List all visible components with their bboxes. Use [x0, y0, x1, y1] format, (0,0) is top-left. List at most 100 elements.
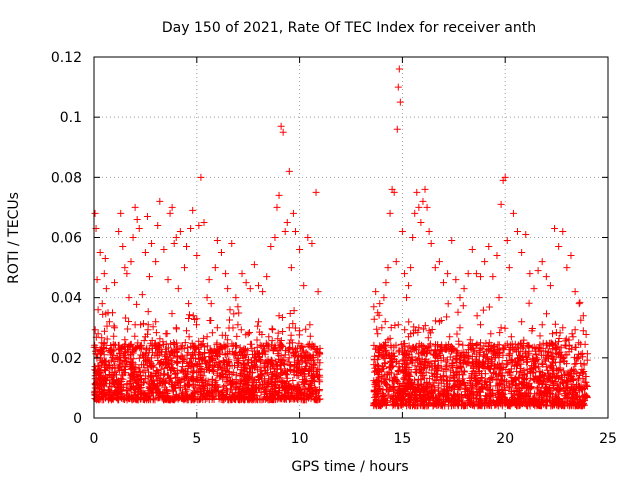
data-point: [384, 336, 392, 344]
data-point: [559, 324, 567, 332]
data-point: [285, 167, 293, 175]
data-point-cluster: [90, 298, 591, 410]
data-point: [193, 252, 201, 260]
data-point: [105, 318, 113, 326]
x-tick-label: 10: [291, 431, 309, 447]
data-point: [380, 294, 388, 302]
data-point: [176, 227, 184, 235]
data-point: [448, 237, 456, 245]
data-point: [573, 354, 581, 362]
data-point: [497, 324, 505, 332]
data-point: [109, 309, 117, 317]
data-point: [94, 306, 102, 314]
data-point: [511, 357, 519, 365]
data-point: [314, 288, 322, 296]
data-point: [405, 333, 413, 341]
x-tick-label: 5: [192, 431, 201, 447]
data-point: [174, 285, 182, 293]
data-point: [131, 321, 139, 329]
data-point: [542, 354, 550, 362]
data-point: [100, 270, 108, 278]
data-point: [435, 258, 443, 266]
data-point: [423, 203, 431, 211]
data-point: [281, 227, 289, 235]
data-point: [563, 264, 571, 272]
data-point: [291, 345, 299, 353]
data-point: [530, 285, 538, 293]
data-point: [501, 173, 509, 181]
data-point: [304, 234, 312, 241]
data-point: [579, 312, 587, 320]
data-point: [238, 270, 246, 278]
data-point: [164, 276, 172, 284]
data-point: [137, 345, 145, 353]
data-point: [213, 324, 221, 332]
x-tick-labels: 0 5 10 15 20 25: [90, 431, 617, 447]
x-tick-label: 20: [496, 431, 514, 447]
data-point: [220, 357, 228, 365]
data-point: [232, 294, 240, 302]
data-point: [372, 288, 380, 296]
data-point: [209, 348, 217, 356]
data-point: [419, 197, 427, 205]
data-point: [477, 321, 485, 329]
data-point: [553, 345, 561, 353]
data-point: [296, 327, 304, 335]
data-point: [152, 318, 160, 326]
data-point: [296, 246, 304, 254]
data-point: [121, 264, 129, 272]
data-point: [228, 240, 236, 248]
data-point: [115, 227, 123, 235]
y-tick-label: 0.12: [51, 50, 82, 66]
data-point: [405, 282, 413, 290]
data-point: [143, 212, 151, 220]
data-point: [398, 227, 406, 235]
data-point: [421, 185, 429, 193]
data-points: [90, 65, 591, 410]
data-point: [374, 330, 382, 338]
data-point: [526, 270, 534, 278]
data-point: [193, 315, 201, 323]
data-point: [277, 122, 285, 130]
data-point: [386, 209, 394, 217]
data-point: [123, 270, 131, 278]
data-point: [413, 188, 421, 196]
data-point: [575, 300, 583, 308]
data-point: [507, 333, 515, 341]
data-point: [189, 351, 197, 359]
data-point: [148, 240, 156, 248]
data-point: [180, 264, 188, 272]
data-point: [312, 188, 320, 196]
data-point: [534, 267, 542, 275]
y-tick-label: 0: [73, 411, 82, 427]
data-point: [374, 309, 382, 317]
data-point: [489, 273, 497, 281]
data-point: [279, 128, 287, 136]
data-point: [271, 342, 279, 350]
data-point: [460, 285, 468, 293]
data-point: [407, 264, 415, 272]
y-tick-labels: 0 0.02 0.04 0.06 0.08 0.1 0.12: [51, 50, 82, 427]
data-point: [197, 173, 205, 181]
data-point: [119, 243, 127, 251]
data-point: [468, 246, 476, 254]
data-point: [396, 98, 404, 106]
data-point: [452, 276, 460, 284]
data-point: [485, 243, 493, 251]
data-point: [378, 324, 386, 332]
data-point: [417, 218, 425, 226]
data-point: [183, 243, 191, 251]
data-point: [388, 354, 396, 362]
data-point: [472, 270, 480, 278]
data-point: [460, 357, 468, 365]
chart-title: Day 150 of 2021, Rate Of TEC Index for r…: [162, 20, 536, 36]
data-point: [246, 285, 254, 293]
y-tick-label: 0.08: [51, 170, 82, 186]
data-point: [166, 209, 174, 217]
data-point: [187, 224, 195, 232]
data-point: [100, 339, 108, 347]
data-point: [141, 333, 149, 341]
data-point: [146, 273, 154, 281]
data-point: [435, 318, 443, 326]
